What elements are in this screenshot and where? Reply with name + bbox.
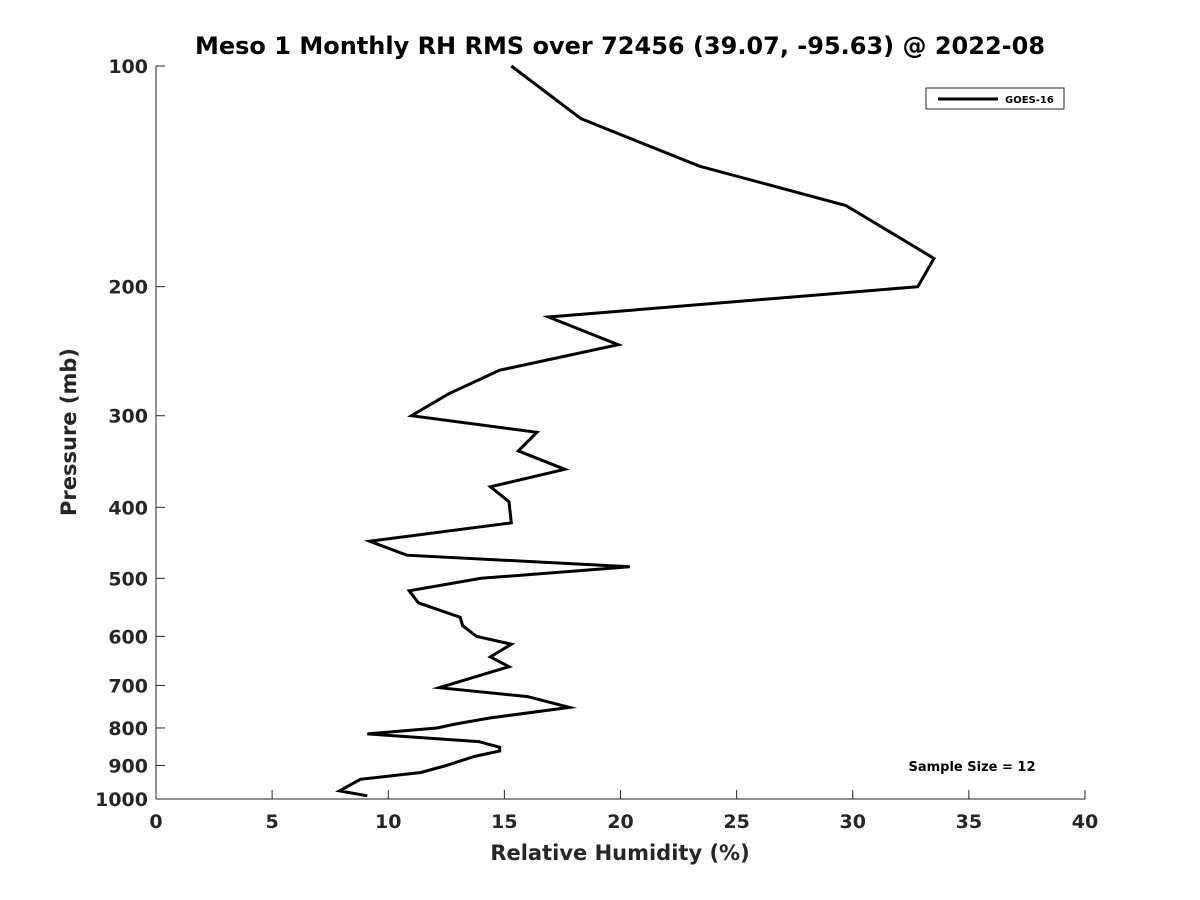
chart-title: Meso 1 Monthly RH RMS over 72456 (39.07,… xyxy=(195,32,1045,60)
x-tick-label: 15 xyxy=(491,811,517,833)
x-ticks: 0 5 10 15 20 25 30 35 40 xyxy=(149,790,1098,833)
series-line-goes-16 xyxy=(335,64,937,798)
x-tick-label: 25 xyxy=(723,811,749,833)
y-axis-label: Pressure (mb) xyxy=(57,348,81,516)
y-ticks: 100 200 300 400 500 600 700 800 900 1000 xyxy=(95,56,165,811)
x-tick-label: 10 xyxy=(375,811,401,833)
y-tick-label: 300 xyxy=(108,406,148,428)
x-tick-label: 35 xyxy=(956,811,982,833)
x-tick-label: 20 xyxy=(607,811,633,833)
y-tick-label: 600 xyxy=(108,626,148,648)
x-tick-label: 40 xyxy=(1072,811,1098,833)
y-tick-label: 1000 xyxy=(95,789,148,811)
y-tick-label: 800 xyxy=(108,718,148,740)
y-tick-label: 900 xyxy=(108,755,148,777)
x-tick-label: 0 xyxy=(149,811,162,833)
y-tick-label: 500 xyxy=(108,568,148,590)
y-tick-label: 400 xyxy=(108,497,148,519)
y-tick-label: 100 xyxy=(108,56,148,78)
x-tick-label: 30 xyxy=(840,811,866,833)
series-group xyxy=(335,64,937,798)
sample-size-annotation: Sample Size = 12 xyxy=(908,760,1035,775)
y-tick-label: 700 xyxy=(108,675,148,697)
x-tick-label: 5 xyxy=(266,811,279,833)
y-tick-label: 200 xyxy=(108,277,148,299)
x-axis-label: Relative Humidity (%) xyxy=(490,841,749,865)
legend-label: GOES-16 xyxy=(1005,95,1054,106)
legend: GOES-16 xyxy=(925,87,1065,110)
